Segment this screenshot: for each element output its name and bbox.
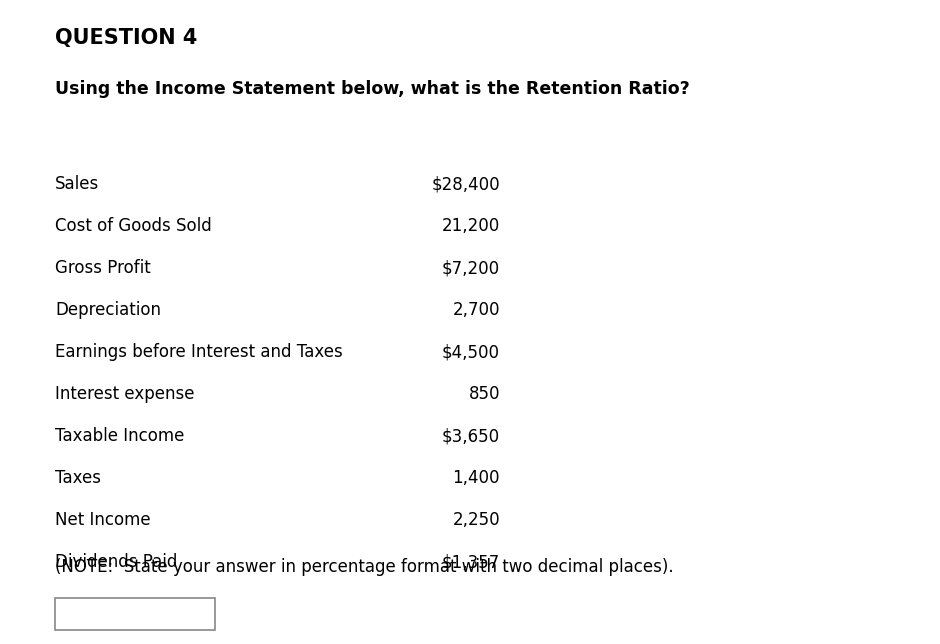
Text: $4,500: $4,500 bbox=[442, 343, 500, 361]
Text: Sales: Sales bbox=[55, 175, 100, 193]
Text: Dividends Paid: Dividends Paid bbox=[55, 553, 178, 571]
Text: $7,200: $7,200 bbox=[442, 259, 500, 277]
Text: Net Income: Net Income bbox=[55, 511, 150, 529]
Text: Taxable Income: Taxable Income bbox=[55, 427, 184, 445]
Text: Taxes: Taxes bbox=[55, 469, 101, 487]
Text: 21,200: 21,200 bbox=[442, 217, 500, 235]
Text: Earnings before Interest and Taxes: Earnings before Interest and Taxes bbox=[55, 343, 343, 361]
Text: Gross Profit: Gross Profit bbox=[55, 259, 150, 277]
Text: 2,700: 2,700 bbox=[452, 301, 500, 319]
Bar bbox=[55, 598, 215, 630]
Text: Using the Income Statement below, what is the Retention Ratio?: Using the Income Statement below, what i… bbox=[55, 80, 690, 98]
Text: Cost of Goods Sold: Cost of Goods Sold bbox=[55, 217, 212, 235]
Text: 850: 850 bbox=[468, 385, 500, 403]
Text: $3,650: $3,650 bbox=[442, 427, 500, 445]
Text: Depreciation: Depreciation bbox=[55, 301, 161, 319]
Text: (NOTE:  State your answer in percentage format with two decimal places).: (NOTE: State your answer in percentage f… bbox=[55, 558, 674, 576]
Text: Interest expense: Interest expense bbox=[55, 385, 195, 403]
Text: $28,400: $28,400 bbox=[431, 175, 500, 193]
Text: QUESTION 4: QUESTION 4 bbox=[55, 28, 197, 48]
Text: $1,357: $1,357 bbox=[442, 553, 500, 571]
Text: 1,400: 1,400 bbox=[452, 469, 500, 487]
Text: 2,250: 2,250 bbox=[452, 511, 500, 529]
